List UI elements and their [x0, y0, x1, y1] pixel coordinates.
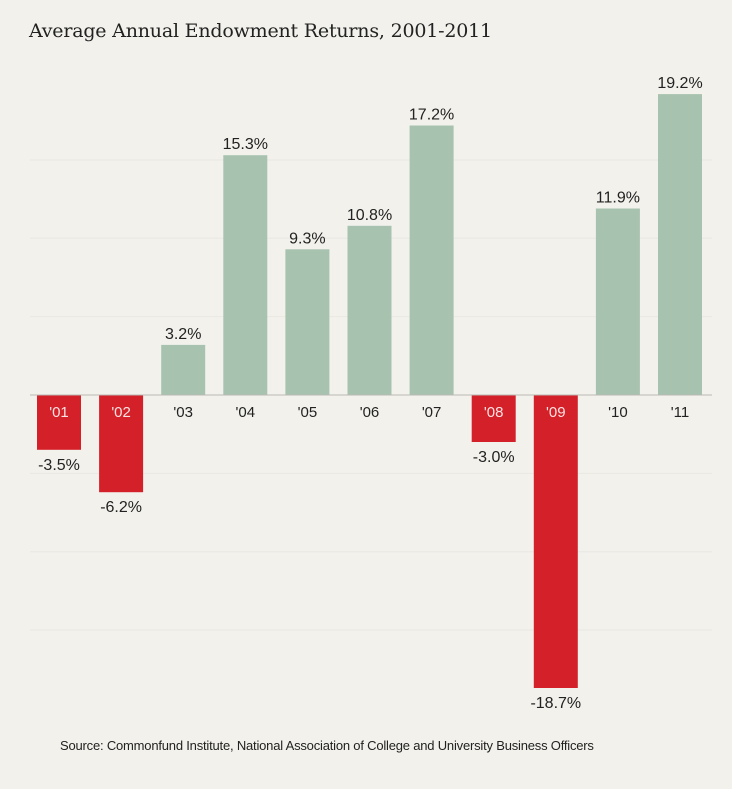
bar-08: [471, 395, 516, 442]
labels: '01 -3.5% '02 -6.2% '03 3.2% '04 15.3% '05 9.3% '0…: [38, 75, 703, 712]
value-label: 10.8%: [347, 207, 392, 224]
category-label: '10: [608, 404, 628, 421]
value-label: -3.5%: [38, 457, 80, 474]
category-label: '04: [236, 404, 256, 421]
bars: [37, 94, 702, 688]
bar-11: [658, 94, 702, 395]
bar-01: [37, 395, 81, 450]
chart-title: Average Annual Endowment Returns, 2001-2…: [29, 20, 492, 42]
source-note: Source: Commonfund Institute, National A…: [60, 738, 594, 753]
category-label: '03: [173, 404, 193, 421]
category-label: '05: [298, 404, 318, 421]
value-label: 9.3%: [289, 230, 325, 247]
bar-02: [99, 395, 144, 493]
value-label: -18.7%: [530, 695, 581, 712]
category-label: '01: [49, 404, 69, 421]
value-label: 11.9%: [596, 190, 640, 207]
category-label: '02: [111, 404, 131, 421]
value-label: 17.2%: [409, 107, 454, 124]
bar-09: [533, 395, 578, 688]
category-label: '06: [360, 404, 380, 421]
category-label: '09: [546, 404, 566, 421]
bar-03: [161, 344, 206, 395]
value-label: 15.3%: [223, 136, 268, 153]
value-label: 19.2%: [657, 75, 702, 92]
value-label: -3.0%: [473, 449, 515, 466]
value-label: -6.2%: [100, 499, 142, 516]
category-label: '08: [484, 404, 504, 421]
category-label: '07: [422, 404, 442, 421]
bar-06: [347, 225, 392, 395]
bar-10: [595, 208, 640, 395]
bar-05: [285, 249, 330, 395]
bar-07: [409, 125, 454, 395]
category-label: '11: [671, 404, 689, 421]
value-label: 3.2%: [165, 326, 201, 343]
bar-04: [223, 155, 268, 395]
